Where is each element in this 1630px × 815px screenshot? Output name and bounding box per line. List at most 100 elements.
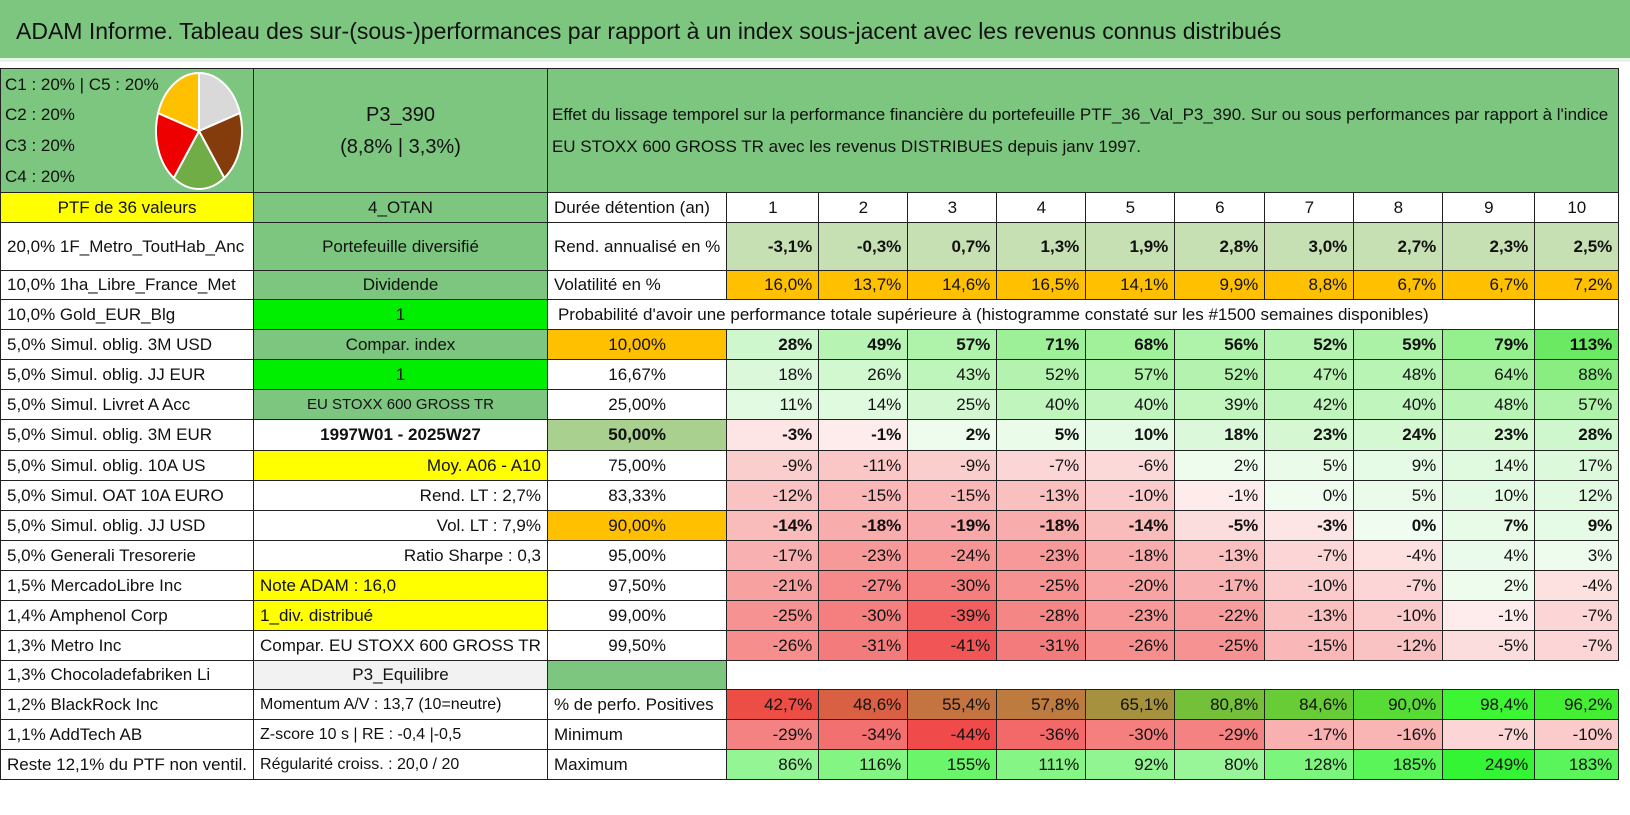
prob-value: 68% [1085, 329, 1176, 360]
prob-value: -26% [1085, 630, 1176, 661]
holding-3: 10,0% Gold_EUR_Blg [0, 299, 255, 330]
percentile-label: 16,67% [546, 359, 728, 390]
indicator-one: 1 [253, 299, 548, 330]
prob-value: -18% [996, 510, 1087, 541]
prob-value: 43% [907, 359, 998, 390]
prob-value: 40% [1085, 389, 1176, 420]
prob-value: -15% [1264, 630, 1355, 661]
prob-value: 40% [996, 389, 1087, 420]
pie-slice-c4 [155, 111, 201, 180]
holding-2: 10,0% 1ha_Libre_France_Met [0, 270, 255, 300]
percentile-label: 50,00% [546, 419, 728, 451]
holding-17: 1,1% AddTech AB [0, 719, 255, 750]
prob-value: -9% [907, 450, 998, 481]
holding-18: Reste 12,1% du PTF non ventil. [0, 749, 255, 780]
percentile-label: 90,00% [546, 510, 728, 541]
stat-value: -36% [996, 719, 1087, 750]
prob-value: 42% [1264, 389, 1355, 420]
year-8: 8 [1353, 192, 1444, 223]
prob-value: -10% [1085, 480, 1176, 511]
prob-value: -15% [907, 480, 998, 511]
stat-value: 128% [1264, 749, 1355, 780]
prob-value: 18% [726, 359, 820, 390]
stat-value: 185% [1353, 749, 1444, 780]
stat-value: 92% [1085, 749, 1176, 780]
rend-value: 2,3% [1442, 222, 1536, 271]
empty-green-cell [546, 660, 728, 690]
stat-value: -17% [1264, 719, 1355, 750]
prob-value: -26% [726, 630, 820, 661]
year-10: 10 [1534, 192, 1620, 223]
prob-value: -12% [726, 480, 820, 511]
sharpe-label: Ratio Sharpe : 0,3 [253, 540, 548, 571]
prob-value: 9% [1534, 510, 1620, 541]
rend-value: 2,7% [1353, 222, 1444, 271]
stat-value: 90,0% [1353, 689, 1444, 720]
prob-value: -41% [907, 630, 998, 661]
indicator-one: 1 [253, 359, 548, 390]
prob-value: -18% [1085, 540, 1176, 571]
percentile-label: 25,00% [546, 389, 728, 420]
prob-value: -7% [1353, 570, 1444, 601]
pie-slice-c2 [197, 111, 243, 180]
holding-6: 5,0% Simul. Livret A Acc [0, 389, 255, 420]
prob-value: -13% [996, 480, 1087, 511]
prob-value: 14% [1442, 450, 1536, 481]
index-name: EU STOXX 600 GROSS TR [253, 389, 548, 420]
prob-value: -22% [1174, 600, 1266, 631]
prob-value: -13% [1264, 600, 1355, 631]
vol-value: 8,8% [1264, 270, 1355, 300]
stat-value: 183% [1534, 749, 1620, 780]
prob-value: -23% [818, 540, 909, 571]
otan-label: 4_OTAN [253, 192, 548, 223]
prob-value: 0% [1264, 480, 1355, 511]
prob-value: 28% [1534, 419, 1620, 451]
prob-value: 57% [1085, 359, 1176, 390]
prob-value: 2% [907, 419, 998, 451]
stat-value: -10% [1534, 719, 1620, 750]
vol-value: 14,1% [1085, 270, 1176, 300]
stat-value: 57,8% [996, 689, 1087, 720]
min-label: Minimum [546, 719, 728, 750]
prob-value: -31% [818, 630, 909, 661]
zscore-label: Z-score 10 s | RE : -0,4 |-0,5 [253, 719, 548, 750]
prob-value: 18% [1174, 419, 1266, 451]
pie-slice-c3 [172, 128, 226, 190]
prob-value: -11% [818, 450, 909, 481]
prob-value: -30% [907, 570, 998, 601]
holding-10: 5,0% Simul. oblig. JJ USD [0, 510, 255, 541]
year-5: 5 [1085, 192, 1176, 223]
prob-value: 28% [726, 329, 820, 360]
prob-value: 56% [1174, 329, 1266, 360]
description: Effet du lissage temporel sur la perform… [546, 68, 1620, 193]
prob-value: -17% [726, 540, 820, 571]
regularite-label: Régularité croiss. : 20,0 / 20 [253, 749, 548, 780]
prob-value: 57% [907, 329, 998, 360]
prob-value: 14% [818, 389, 909, 420]
prob-value: -7% [996, 450, 1087, 481]
prob-value: 2% [1174, 450, 1266, 481]
empty-cell [726, 660, 1619, 690]
vol-label: Volatilité en % [546, 270, 728, 300]
prob-value: 48% [1353, 359, 1444, 390]
stat-value: 48,6% [818, 689, 909, 720]
prob-header: Probabilité d'avoir une performance tota… [546, 299, 1536, 330]
prob-value: -5% [1442, 630, 1536, 661]
rend-value: 3,0% [1264, 222, 1355, 271]
vol-value: 9,9% [1174, 270, 1266, 300]
prob-value: 52% [996, 359, 1087, 390]
prob-value: 40% [1353, 389, 1444, 420]
prob-value: -5% [1174, 510, 1266, 541]
prob-value: -17% [1174, 570, 1266, 601]
stat-value: -16% [1353, 719, 1444, 750]
holding-11: 5,0% Generali Tresorerie [0, 540, 255, 571]
prob-value: -19% [907, 510, 998, 541]
portfolio-perf: (8,8% | 3,3%) [340, 135, 461, 158]
prob-value: -21% [726, 570, 820, 601]
stat-value: 96,2% [1534, 689, 1620, 720]
holding-13: 1,4% Amphenol Corp [0, 600, 255, 631]
prob-value: -25% [726, 600, 820, 631]
prob-value: -10% [1264, 570, 1355, 601]
prob-value: -7% [1264, 540, 1355, 571]
div-label: 1_div. distribué [253, 600, 548, 631]
